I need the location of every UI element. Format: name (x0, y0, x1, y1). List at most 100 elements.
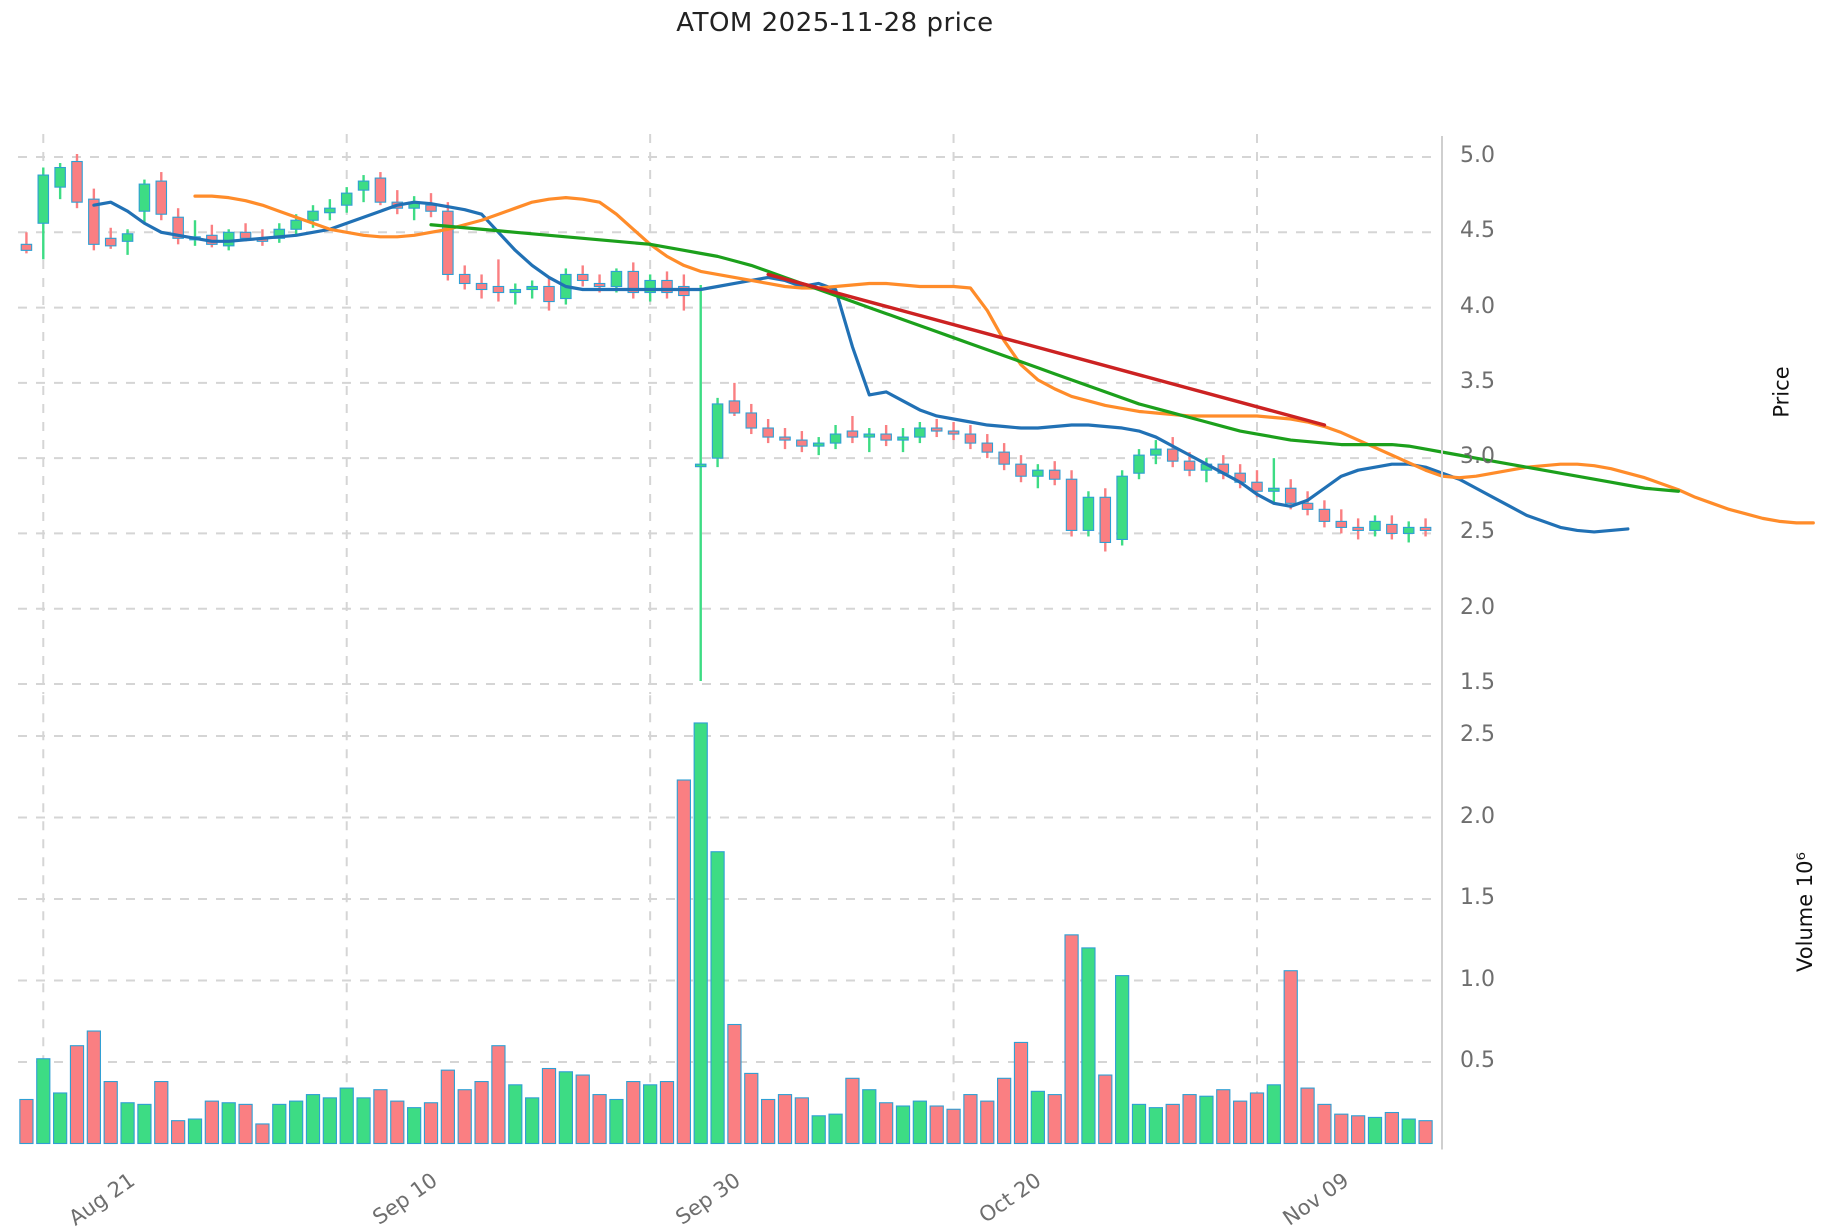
volume-bar (777, 1094, 793, 1145)
y-tick-price: 3.5 (1460, 368, 1495, 394)
chart-canvas (18, 134, 1815, 1150)
candlestick (812, 442, 825, 447)
y-axis-label-price: Price (1769, 366, 1794, 418)
candlestick (728, 400, 741, 414)
volume-bar (912, 1100, 927, 1145)
ma-line-ma_short (92, 200, 1630, 534)
volume-bar (238, 1103, 253, 1145)
volume-bar (171, 1120, 186, 1145)
page-title: ATOM 2025-11-28 price (676, 8, 994, 38)
volume-bar (86, 1030, 101, 1145)
volume-bar (322, 1097, 337, 1145)
candlestick (37, 174, 50, 224)
candlestick (458, 273, 471, 285)
volume-bar (811, 1115, 826, 1145)
volume-bar (575, 1074, 590, 1145)
y-tick-volume: 1.0 (1460, 966, 1495, 992)
volume-bar (1300, 1087, 1315, 1145)
candlestick (425, 204, 437, 212)
candlestick (1335, 520, 1348, 528)
volume-bar (1249, 1092, 1265, 1145)
stock-chart-page: ATOM 2025-11-28 price Price Volume 10⁶ 5… (18, 8, 1817, 1230)
candlestick (239, 231, 252, 239)
volume-bar (980, 1100, 995, 1145)
volume-bar (1233, 1100, 1248, 1145)
candlestick (543, 285, 555, 303)
candlestick (981, 442, 994, 453)
volume-bar (1030, 1090, 1045, 1145)
volume-bar (1334, 1113, 1349, 1145)
volume-bar (36, 1058, 51, 1145)
trendline-downtrend (766, 272, 1327, 427)
volume-bar (474, 1081, 489, 1145)
candlestick (863, 433, 876, 438)
candlestick (880, 433, 892, 441)
volume-bar (676, 779, 691, 1145)
volume-bar (1283, 970, 1298, 1145)
candlestick (222, 231, 235, 247)
candlestick (745, 412, 758, 429)
volume-bar (137, 1103, 152, 1145)
volume-bar (103, 1081, 118, 1145)
volume-bar (272, 1103, 287, 1145)
volume-bar (1098, 1074, 1113, 1145)
volume-bar (659, 1081, 675, 1145)
volume-bar (154, 1081, 169, 1145)
volume-bar (373, 1089, 388, 1145)
volume-bar (1148, 1107, 1163, 1145)
grid-lines (18, 134, 1440, 1144)
candlestick (964, 433, 977, 444)
volume-bar (693, 722, 708, 1145)
candlestick (1369, 520, 1381, 531)
candlestick (1099, 496, 1112, 544)
volume-bar (997, 1077, 1012, 1145)
volume-bar (457, 1089, 472, 1145)
candlestick (779, 436, 791, 441)
y-tick-volume: 1.5 (1460, 885, 1495, 910)
volume-bar (187, 1118, 203, 1145)
candlestick (526, 285, 538, 291)
candlestick (1133, 454, 1145, 474)
candlestick (138, 183, 151, 212)
candlestick (593, 282, 606, 288)
volume-bar (1115, 975, 1130, 1145)
candlestick (1183, 460, 1196, 471)
candlestick (1318, 508, 1331, 522)
volume-bar (1418, 1120, 1433, 1145)
y-tick-volume: 2.0 (1460, 803, 1495, 829)
volume-bar (120, 1102, 135, 1145)
volume-bar (407, 1107, 422, 1145)
volume-bar (558, 1071, 573, 1145)
candlestick (1284, 487, 1297, 504)
candlestick (155, 180, 168, 215)
candlestick (1301, 502, 1314, 510)
candlestick (509, 288, 522, 294)
volume-bar (204, 1100, 219, 1145)
volume-bar (1351, 1115, 1366, 1145)
y-tick-price: 4.0 (1460, 293, 1495, 319)
candlestick (829, 433, 842, 444)
volume-bar (879, 1102, 894, 1145)
volume-bar (356, 1097, 371, 1145)
y-tick-price: 5.0 (1460, 143, 1495, 168)
candlestick (121, 233, 134, 242)
volume-bar (1013, 1041, 1029, 1145)
volume-bar (255, 1123, 270, 1145)
candlestick (1402, 526, 1415, 534)
volume-bar (1165, 1103, 1180, 1145)
candlestick (610, 270, 623, 288)
y-tick-price: 1.5 (1460, 670, 1495, 695)
volume-bar (895, 1105, 911, 1145)
y-tick-volume: 0.5 (1460, 1048, 1495, 1073)
volume-bar (1266, 1084, 1281, 1145)
candlestick (307, 210, 319, 221)
candlestick (627, 270, 640, 294)
candlestick (1268, 487, 1280, 492)
y-tick-price: 3.0 (1460, 444, 1495, 470)
candlestick (914, 427, 926, 438)
volume-bar (828, 1113, 843, 1145)
volume-bar (845, 1077, 860, 1145)
candlestick (88, 198, 100, 245)
candlestick (104, 237, 117, 247)
candlestick (340, 192, 353, 206)
